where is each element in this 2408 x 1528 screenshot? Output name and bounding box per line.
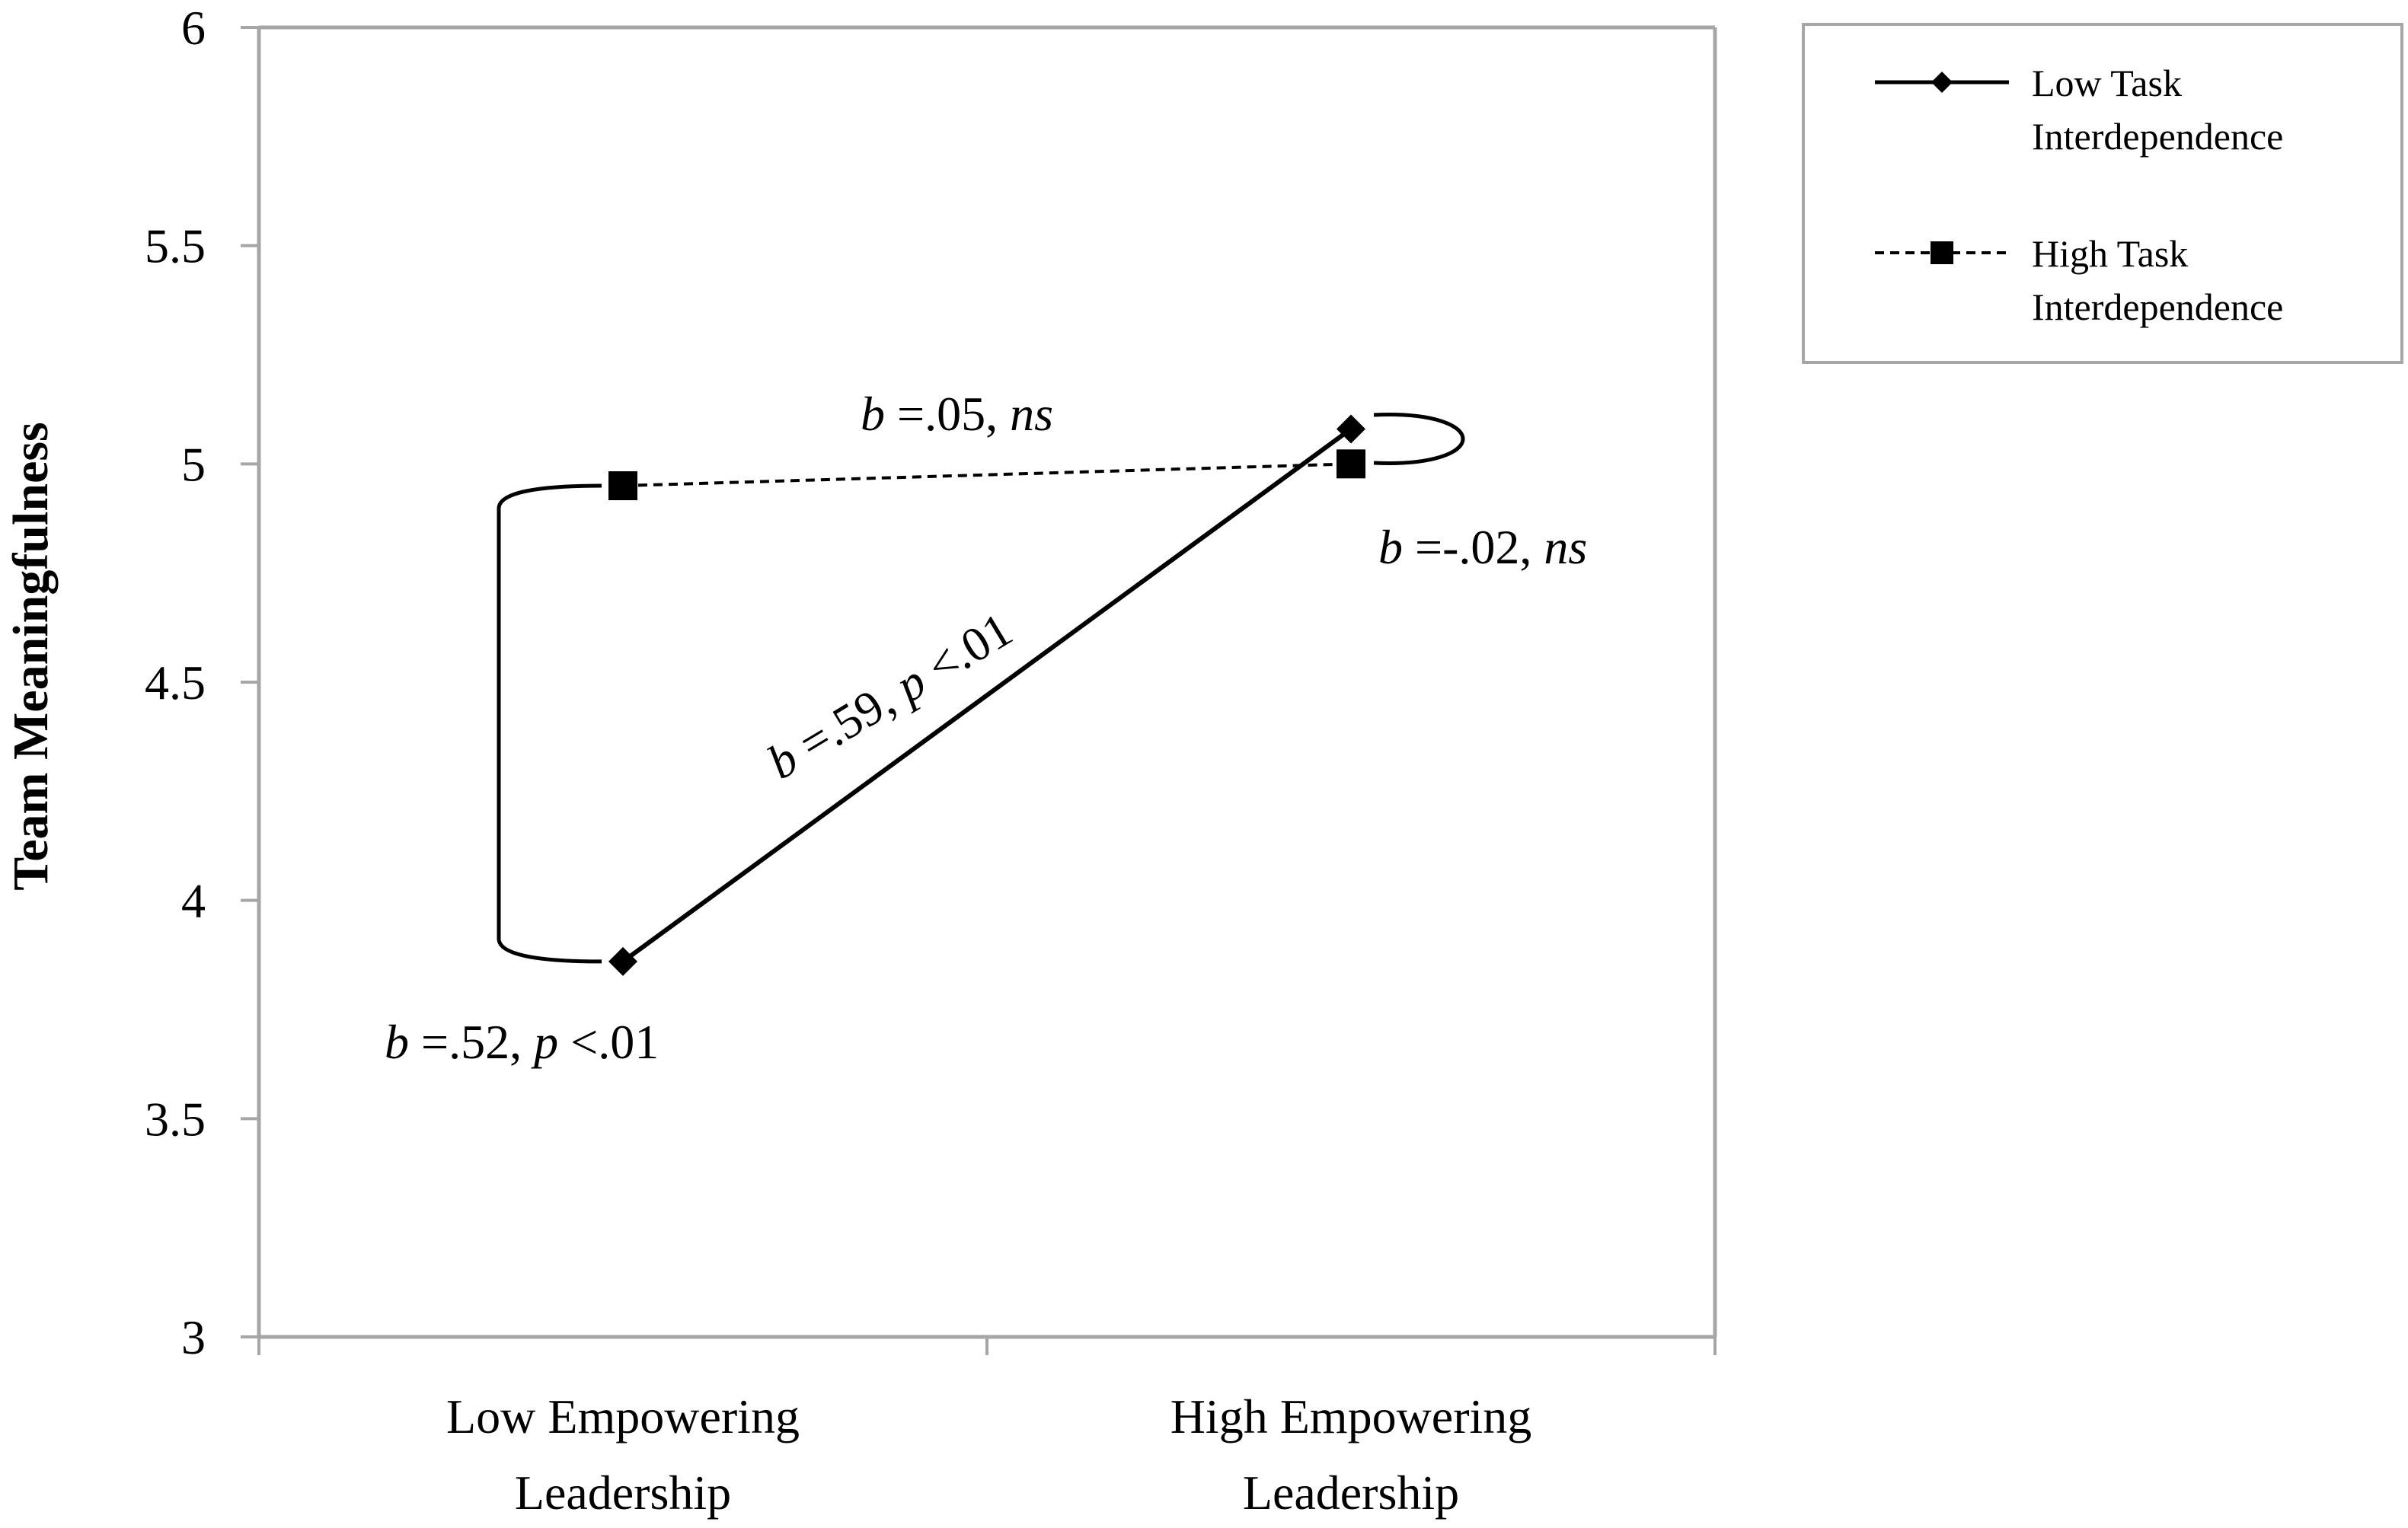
- y-axis: 6 5.5 5 4.5 4 3.5 3: [145, 1, 259, 1364]
- x-tick-label: Low Empowering: [446, 1389, 800, 1443]
- annotation-label: b =.05, ns: [861, 387, 1053, 441]
- y-axis-label: Team Meaningfulness: [3, 422, 59, 890]
- annotation-label: b =.52, p <.01: [385, 1015, 659, 1069]
- brackets: [497, 413, 1465, 964]
- y-tick-label: 5: [181, 437, 206, 491]
- annotation-label: b =-.02, ns: [1378, 520, 1587, 574]
- y-tick-label: 3.5: [145, 1092, 206, 1146]
- annotation-part: ns: [1544, 520, 1587, 574]
- data-point: [1337, 414, 1365, 444]
- annotation-part: =.52,: [409, 1015, 534, 1069]
- y-tick-label: 4.5: [145, 656, 206, 710]
- series-line: [621, 427, 1353, 964]
- data-point: [1337, 449, 1365, 479]
- x-tick-label: Leadership: [1243, 1466, 1459, 1520]
- legend-label: Interdependence: [2032, 286, 2283, 328]
- y-tick-label: 6: [181, 1, 206, 55]
- series-layer: [608, 414, 1365, 976]
- legend: Low Task Interdependence High Task Interdep…: [1802, 23, 2403, 364]
- legend-label: Interdependence: [2032, 115, 2283, 158]
- annotation-part: =.05,: [885, 387, 1010, 441]
- annotation-part: <.01: [558, 1015, 659, 1069]
- y-tick-label: 4: [181, 874, 206, 928]
- legend-label: Low Task: [2032, 62, 2182, 104]
- bracket-low-empowering: [497, 483, 602, 964]
- annotation-part: b: [1378, 520, 1403, 574]
- legend-marker: [1931, 72, 1953, 93]
- annotation-part: =-.02,: [1403, 520, 1544, 574]
- bracket-high-empowering: [1373, 413, 1465, 465]
- annotation-part: b: [861, 387, 885, 441]
- x-tick-label: High Empowering: [1170, 1389, 1532, 1443]
- annotation-part: b: [385, 1015, 409, 1069]
- series-low-task-interdependence: [608, 414, 1365, 976]
- y-tick-label: 3: [181, 1310, 206, 1364]
- legend-marker: [1931, 241, 1953, 264]
- annotation-part: p: [531, 1015, 558, 1069]
- data-point: [608, 471, 637, 500]
- series-high-task-interdependence: [608, 449, 1365, 500]
- y-tick-label: 5.5: [145, 219, 206, 273]
- legend-label: High Task: [2032, 232, 2188, 275]
- annotation-part: ns: [1010, 387, 1053, 441]
- data-point: [608, 946, 637, 976]
- x-tick-label: Leadership: [515, 1466, 731, 1520]
- x-axis: Low Empowering Leadership High Empowering L…: [257, 1337, 1717, 1520]
